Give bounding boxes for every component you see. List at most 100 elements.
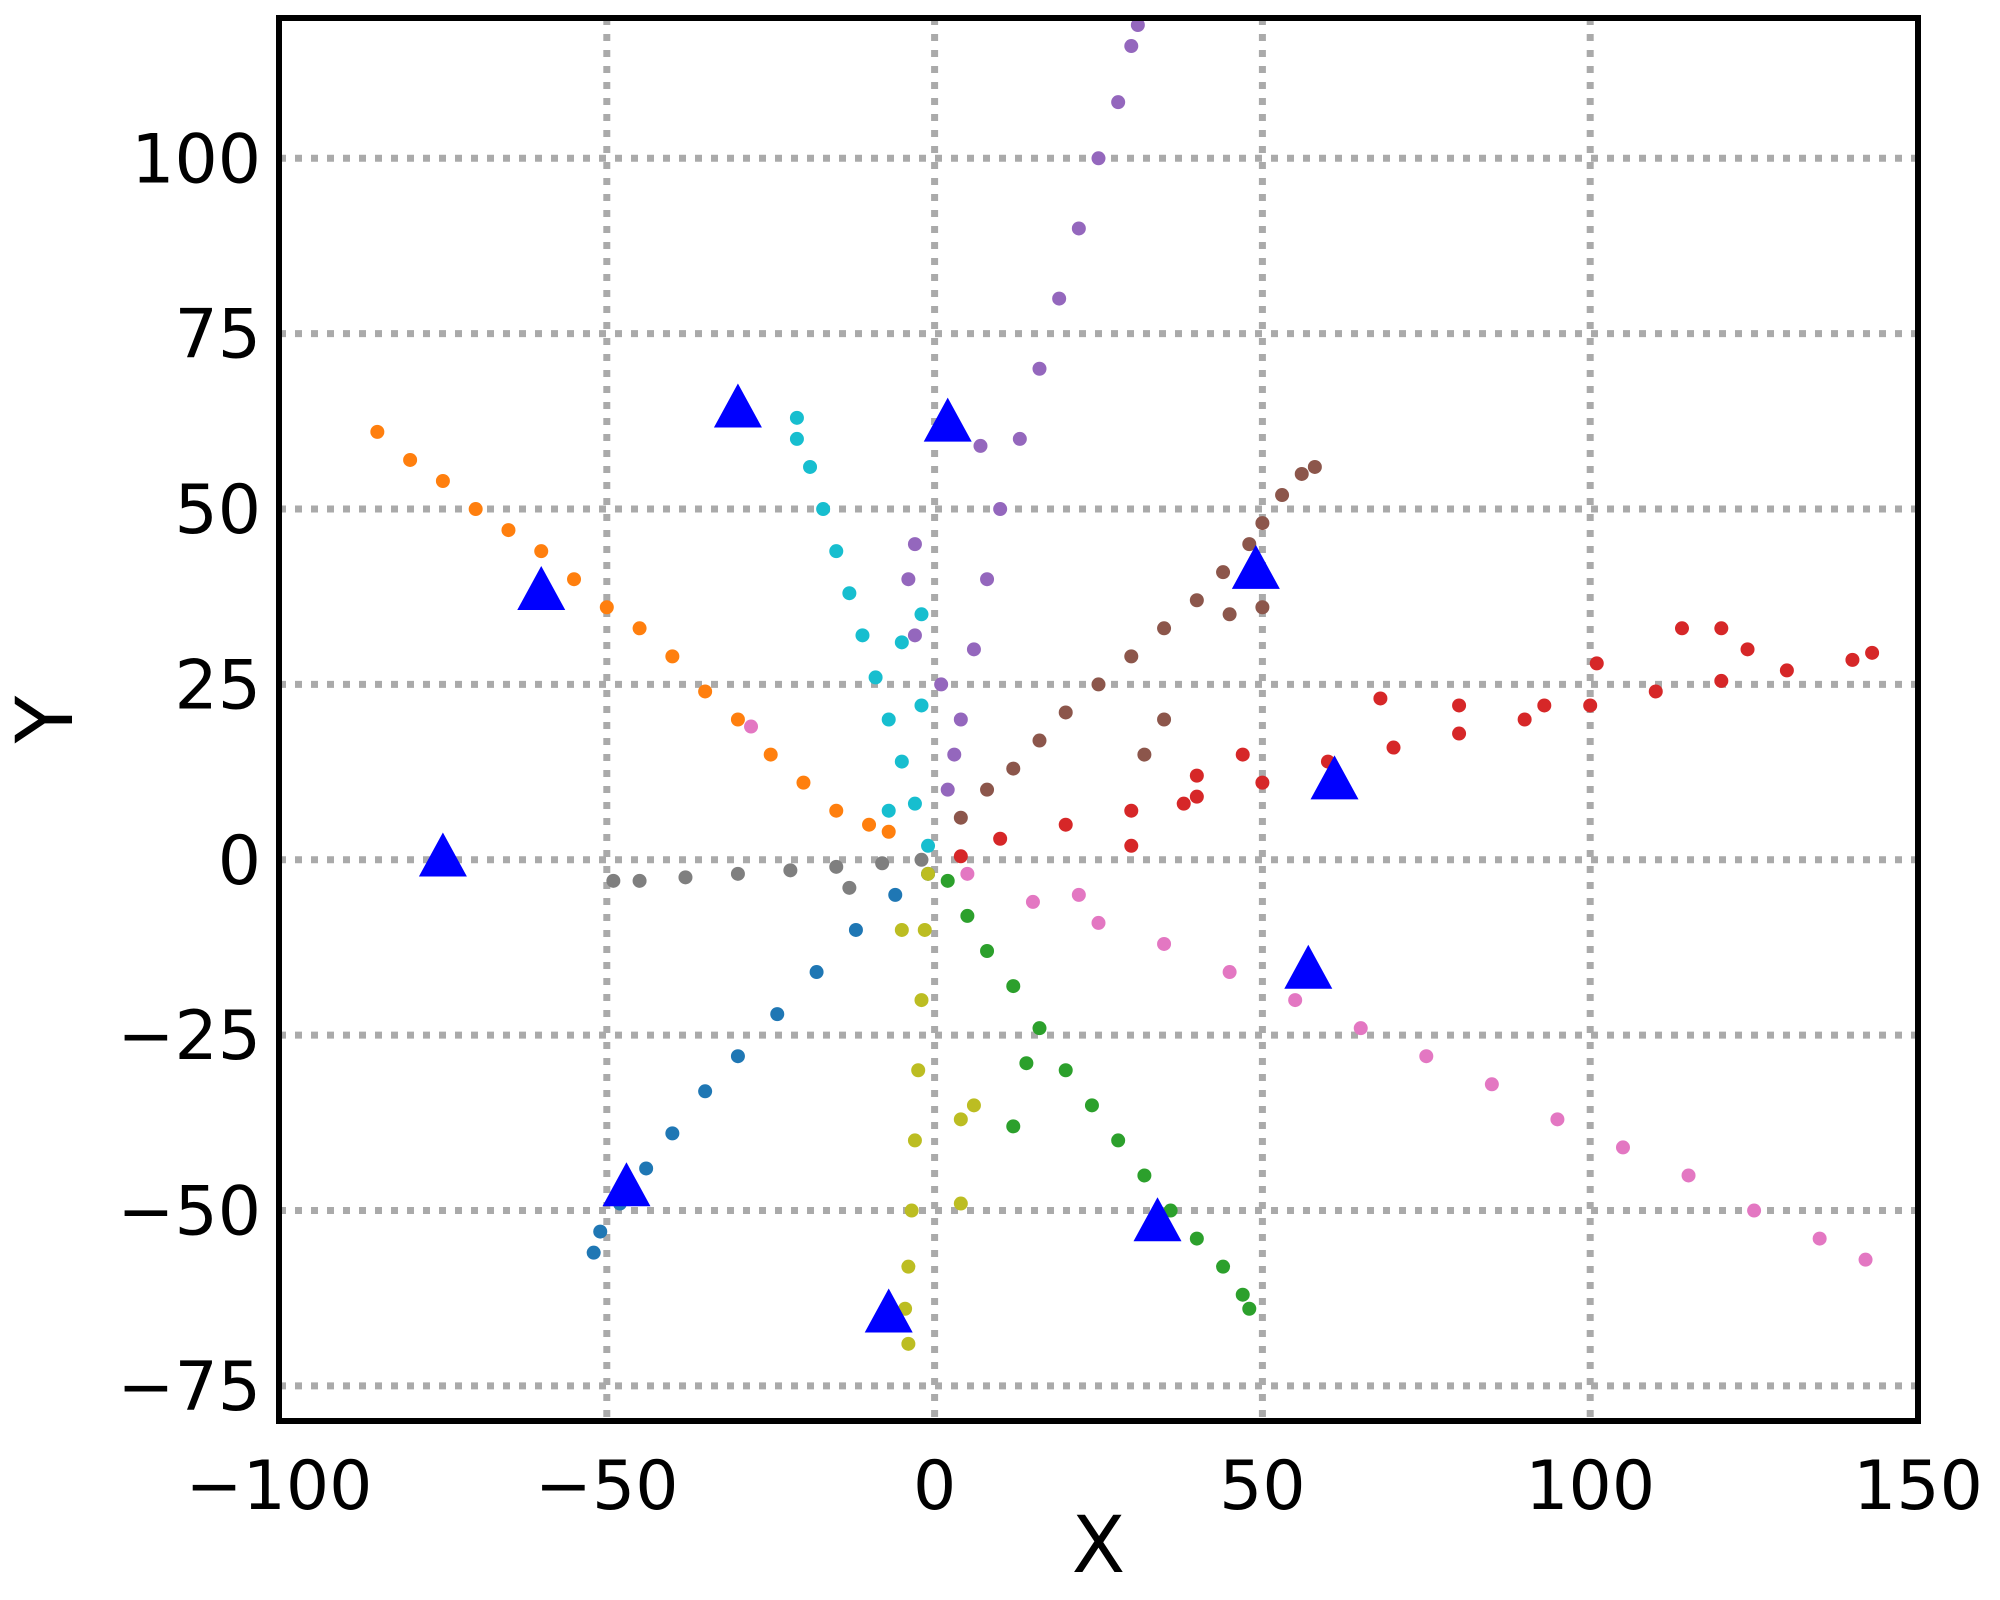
data-point <box>1006 761 1021 776</box>
data-point <box>1058 705 1073 720</box>
data-point <box>914 607 929 622</box>
data-point <box>911 1063 926 1078</box>
triangle-marker <box>1310 755 1359 800</box>
data-point <box>881 824 896 839</box>
series-6 <box>953 459 1322 825</box>
data-point <box>678 870 693 885</box>
data-point <box>763 747 778 762</box>
data-point <box>1157 936 1172 951</box>
data-point <box>894 922 909 937</box>
data-point <box>632 621 647 636</box>
data-point <box>921 838 936 853</box>
data-point <box>1307 459 1322 474</box>
data-point <box>1858 1252 1873 1267</box>
data-point <box>993 502 1008 517</box>
data-point <box>953 1196 968 1211</box>
data-point <box>1025 894 1040 909</box>
data-point <box>567 572 582 587</box>
y-tick-label: 100 <box>131 120 261 199</box>
x-tick-label: 0 <box>913 1447 956 1526</box>
data-point <box>973 438 988 453</box>
data-point <box>829 859 844 874</box>
data-point <box>940 873 955 888</box>
data-point <box>888 887 903 902</box>
data-point <box>1255 516 1270 531</box>
series-5 <box>901 18 1145 797</box>
data-point <box>1071 221 1086 236</box>
series-7 <box>744 719 1873 1267</box>
x-axis-title: X <box>1072 1501 1125 1591</box>
y-axis-title: Y <box>1 695 91 744</box>
data-point <box>789 431 804 446</box>
triangle-marker <box>864 1288 913 1333</box>
data-point <box>1032 733 1047 748</box>
triangle-marker <box>1133 1197 1182 1242</box>
y-tick-label: 0 <box>218 822 261 901</box>
data-point <box>980 782 995 797</box>
data-point <box>1294 466 1309 481</box>
series-4 <box>953 621 1880 864</box>
data-point <box>730 866 745 881</box>
data-point <box>1019 1056 1034 1071</box>
data-point <box>606 873 621 888</box>
data-point <box>1058 1063 1073 1078</box>
data-point <box>370 424 385 439</box>
data-point <box>403 452 418 467</box>
data-point <box>1137 747 1152 762</box>
data-point <box>907 1133 922 1148</box>
data-point <box>1242 537 1257 552</box>
y-tick-label: 50 <box>174 471 261 550</box>
triangle-marker <box>517 565 566 610</box>
x-tick-label: 150 <box>1853 1447 1983 1526</box>
data-point <box>1189 1231 1204 1246</box>
data-point <box>1032 361 1047 376</box>
data-point <box>901 1259 916 1274</box>
y-tick-label: 25 <box>174 646 261 725</box>
triangle-marker <box>713 383 762 428</box>
data-point <box>1124 649 1139 664</box>
data-point <box>1071 887 1086 902</box>
data-point <box>1255 600 1270 615</box>
data-point <box>1084 1098 1099 1113</box>
data-point <box>1550 1112 1565 1127</box>
data-point <box>1812 1231 1827 1246</box>
data-point <box>934 677 949 692</box>
data-point <box>1222 965 1237 980</box>
data-point <box>730 1049 745 1064</box>
data-point <box>1589 656 1604 671</box>
data-point <box>639 1161 654 1176</box>
data-point <box>809 965 824 980</box>
data-point <box>1130 18 1145 33</box>
data-point <box>783 863 798 878</box>
data-point <box>901 1336 916 1351</box>
grid <box>279 18 1918 1421</box>
data-point <box>1163 1203 1178 1218</box>
y-tick-label: −75 <box>117 1348 261 1427</box>
data-point <box>1845 652 1860 667</box>
data-point <box>1052 291 1067 306</box>
triangle-marker <box>1231 544 1280 589</box>
data-point <box>816 502 831 517</box>
data-point <box>1242 1301 1257 1316</box>
series-9 <box>894 866 981 1351</box>
y-tick-label: −25 <box>117 997 261 1076</box>
data-point <box>1419 1049 1434 1064</box>
data-point <box>1353 1021 1368 1036</box>
data-point <box>953 1112 968 1127</box>
data-point <box>1747 1203 1762 1218</box>
triangle-marker <box>1284 944 1333 989</box>
data-point <box>1235 1287 1250 1302</box>
data-point <box>1373 691 1388 706</box>
series-3 <box>940 873 1257 1316</box>
data-point <box>632 873 647 888</box>
data-point <box>980 943 995 958</box>
triangle-marker <box>418 832 467 877</box>
data-point <box>1032 1021 1047 1036</box>
data-point <box>848 922 863 937</box>
data-point <box>829 544 844 559</box>
data-point <box>1615 1140 1630 1155</box>
plot-points <box>370 18 1880 1351</box>
data-point <box>868 670 883 685</box>
data-point <box>904 1203 919 1218</box>
